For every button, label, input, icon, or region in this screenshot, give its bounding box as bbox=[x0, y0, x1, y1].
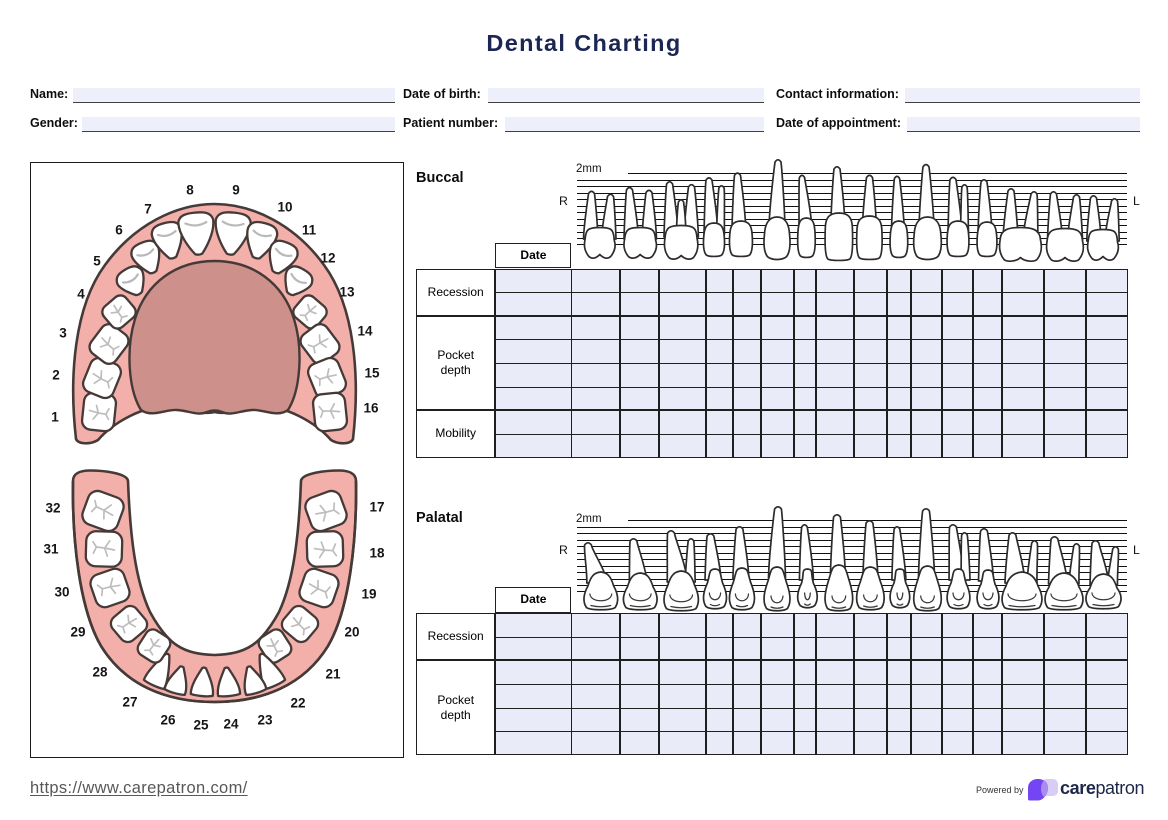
svg-text:4: 4 bbox=[77, 287, 85, 302]
svg-text:25: 25 bbox=[193, 718, 209, 733]
svg-text:13: 13 bbox=[339, 285, 355, 300]
svg-text:23: 23 bbox=[257, 713, 273, 728]
svg-text:7: 7 bbox=[144, 202, 152, 217]
svg-text:14: 14 bbox=[357, 324, 373, 339]
svg-text:28: 28 bbox=[92, 665, 108, 680]
svg-text:10: 10 bbox=[277, 200, 292, 215]
svg-text:20: 20 bbox=[344, 625, 359, 640]
svg-text:22: 22 bbox=[290, 696, 305, 711]
svg-text:11: 11 bbox=[302, 223, 317, 238]
svg-text:32: 32 bbox=[45, 501, 60, 516]
svg-text:31: 31 bbox=[43, 542, 59, 557]
svg-text:29: 29 bbox=[70, 625, 85, 640]
svg-text:8: 8 bbox=[186, 183, 194, 198]
svg-text:24: 24 bbox=[223, 717, 239, 732]
svg-text:30: 30 bbox=[54, 585, 69, 600]
svg-text:3: 3 bbox=[59, 326, 67, 341]
svg-text:2: 2 bbox=[52, 368, 60, 383]
svg-text:16: 16 bbox=[363, 401, 379, 416]
svg-text:1: 1 bbox=[51, 410, 59, 425]
svg-text:6: 6 bbox=[115, 223, 123, 238]
svg-text:5: 5 bbox=[93, 254, 101, 269]
svg-text:19: 19 bbox=[361, 587, 376, 602]
svg-text:18: 18 bbox=[369, 546, 385, 561]
svg-text:17: 17 bbox=[369, 500, 384, 515]
svg-text:26: 26 bbox=[160, 713, 176, 728]
svg-text:15: 15 bbox=[364, 366, 380, 381]
svg-text:21: 21 bbox=[325, 667, 341, 682]
svg-text:9: 9 bbox=[232, 183, 240, 198]
svg-text:12: 12 bbox=[320, 251, 335, 266]
svg-text:27: 27 bbox=[122, 695, 137, 710]
